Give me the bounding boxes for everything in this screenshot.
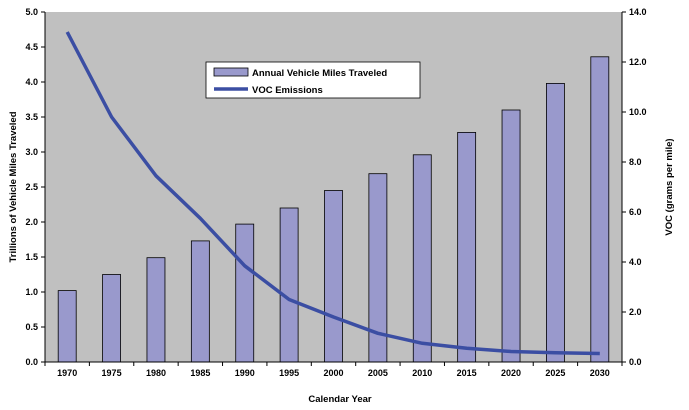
left-tick-label: 1.5 xyxy=(25,252,38,262)
legend-label-voc: VOC Emissions xyxy=(252,85,323,96)
x-axis-title: Calendar Year xyxy=(308,394,372,405)
x-tick-label: 2005 xyxy=(368,368,388,378)
voc-emissions-line xyxy=(65,31,600,356)
left-tick-label: 3.5 xyxy=(25,112,38,122)
x-tick-label: 1980 xyxy=(146,368,166,378)
left-tick-label: 0.0 xyxy=(25,357,38,367)
right-tick-label: 6.0 xyxy=(629,207,642,217)
left-tick-label: 2.0 xyxy=(25,217,38,227)
right-tick-label: 2.0 xyxy=(629,307,642,317)
legend-bar-swatch xyxy=(213,67,249,77)
left-tick-label: 0.5 xyxy=(25,322,38,332)
bar-2025 xyxy=(546,83,565,363)
left-tick-label: 5.0 xyxy=(25,7,38,17)
bar-1975 xyxy=(102,274,121,363)
bar-series xyxy=(57,56,610,363)
x-tick-label: 2025 xyxy=(545,368,565,378)
x-tick-label: 1995 xyxy=(279,368,299,378)
right-tick-label: 4.0 xyxy=(629,257,642,267)
legend-label-vmt: Annual Vehicle Miles Traveled xyxy=(252,68,387,79)
right-tick-label: 0.0 xyxy=(629,357,642,367)
x-axis-ticks: 1970 1975 1980 1985 1990 1995 2000 2005 2010 2015… xyxy=(44,362,623,378)
bar-1990 xyxy=(235,223,255,363)
bar-2020 xyxy=(501,109,521,363)
right-tick-label: 12.0 xyxy=(629,57,647,67)
axes xyxy=(44,12,623,363)
y-axis-title-left: Trillions of Vehicle Miles Traveled xyxy=(8,111,19,262)
bar-2000 xyxy=(324,190,343,363)
left-tick-label: 1.0 xyxy=(25,287,38,297)
left-tick-label: 3.0 xyxy=(25,147,38,157)
right-axis-ticks: 0.0 2.0 4.0 6.0 8.0 10.0 12.0 14.0 xyxy=(622,7,647,367)
x-tick-label: 1990 xyxy=(235,368,255,378)
bar-2030 xyxy=(590,56,610,363)
x-tick-label: 1985 xyxy=(190,368,210,378)
bar-1985 xyxy=(190,240,210,363)
x-tick-label: 2020 xyxy=(501,368,521,378)
left-tick-label: 2.5 xyxy=(25,182,38,192)
left-tick-label: 4.0 xyxy=(25,77,38,87)
y-axis-title-right: VOC (grams per mile) xyxy=(664,138,675,235)
x-tick-label: 2000 xyxy=(323,368,343,378)
x-tick-label: 1970 xyxy=(57,368,77,378)
left-tick-label: 4.5 xyxy=(25,42,38,52)
right-tick-label: 10.0 xyxy=(629,107,647,117)
right-tick-label: 8.0 xyxy=(629,157,642,167)
bar-2015 xyxy=(457,131,477,363)
bar-1980 xyxy=(146,257,166,363)
bar-1970 xyxy=(57,290,77,363)
x-tick-label: 2010 xyxy=(412,368,432,378)
x-tick-label: 2015 xyxy=(457,368,477,378)
bar-1995 xyxy=(279,207,299,363)
bar-2010 xyxy=(412,154,432,363)
legend: Annual Vehicle Miles Traveled VOC Emissi… xyxy=(205,61,421,99)
right-tick-label: 14.0 xyxy=(629,7,647,17)
x-tick-label: 2030 xyxy=(590,368,610,378)
x-tick-label: 1975 xyxy=(102,368,122,378)
left-axis-ticks: 0.0 0.5 1.0 1.5 2.0 2.5 3.0 3.5 4.0 4.5 5.0 xyxy=(25,7,45,367)
